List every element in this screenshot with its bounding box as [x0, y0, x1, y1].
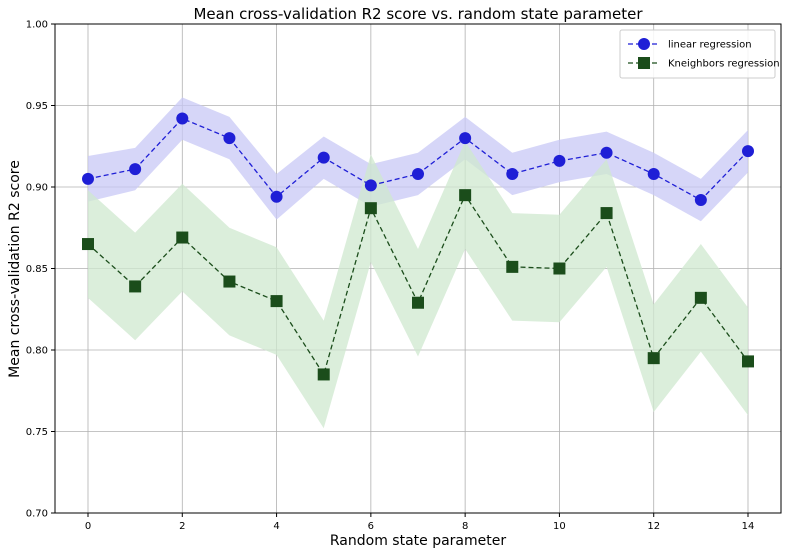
- kneighbors-regression-point: [742, 355, 754, 368]
- y-tick-label: 1.00: [26, 20, 48, 31]
- chart-title: Mean cross-validation R2 score vs. rando…: [193, 5, 643, 23]
- x-tick-label: 8: [462, 521, 468, 532]
- kneighbors-regression-point: [129, 280, 142, 293]
- kneighbors-regression-point: [694, 291, 707, 304]
- legend-marker: [638, 57, 650, 69]
- linear-regression-point: [742, 145, 754, 158]
- x-tick-label: 12: [647, 521, 660, 532]
- kneighbors-regression-point: [364, 202, 377, 215]
- kneighbors-regression-point: [270, 295, 283, 308]
- y-tick-label: 0.80: [26, 346, 48, 357]
- legend-label: linear regression: [668, 40, 752, 51]
- linear-regression-point: [694, 194, 707, 207]
- y-tick-label: 0.90: [26, 183, 48, 194]
- linear-regression-point: [647, 167, 660, 180]
- kneighbors-regression-point: [459, 189, 472, 202]
- kneighbors-regression-point: [223, 275, 236, 288]
- x-tick-label: 4: [273, 521, 279, 532]
- kneighbors-regression-point: [82, 238, 94, 251]
- linear-regression-point: [223, 132, 236, 145]
- y-tick-label: 0.75: [26, 427, 48, 438]
- x-tick-label: 6: [368, 521, 374, 532]
- x-axis-label: Random state parameter: [330, 533, 506, 549]
- y-tick-label: 0.85: [26, 264, 48, 275]
- kneighbors-regression-band: [88, 141, 748, 429]
- kneighbors-regression-point: [600, 207, 613, 220]
- legend: linear regression Kneighbors regression: [619, 29, 780, 79]
- linear-regression-point: [553, 154, 566, 167]
- y-tick-label: 0.70: [26, 509, 48, 520]
- linear-regression-band: [88, 97, 748, 222]
- y-axis-label: Mean cross-validation R2 score: [7, 160, 23, 378]
- confidence-bands: [88, 97, 748, 429]
- linear-regression-point: [364, 179, 377, 192]
- linear-regression-point: [270, 190, 283, 203]
- kneighbors-regression-point: [647, 352, 660, 365]
- legend-box: [619, 29, 776, 79]
- kneighbors-regression-point: [553, 262, 566, 275]
- linear-regression-point: [176, 112, 189, 125]
- kneighbors-regression-point: [317, 368, 330, 381]
- axis-ticks: 0 2 4 6 8 10 12 14 0.70 0.75 0.80 0.85 0.90 0.95 1.00: [26, 20, 755, 533]
- kneighbors-regression-point: [412, 296, 424, 309]
- legend-marker: [638, 38, 650, 50]
- linear-regression-point: [506, 167, 519, 180]
- kneighbors-regression-point: [176, 231, 189, 244]
- linear-regression-point: [459, 132, 472, 145]
- y-tick-label: 0.95: [26, 101, 48, 112]
- linear-regression-point: [412, 167, 424, 180]
- x-tick-label: 10: [553, 521, 566, 532]
- x-tick-label: 2: [179, 521, 185, 532]
- x-tick-label: 0: [85, 521, 91, 532]
- legend-label: Kneighbors regression: [668, 59, 780, 70]
- kneighbors-regression-point: [506, 260, 519, 273]
- linear-regression-point: [317, 151, 330, 164]
- series-markers: [82, 112, 754, 381]
- linear-regression-point: [82, 172, 94, 185]
- linear-regression-point: [129, 163, 142, 176]
- x-tick-label: 14: [742, 521, 755, 532]
- linear-regression-point: [600, 146, 613, 159]
